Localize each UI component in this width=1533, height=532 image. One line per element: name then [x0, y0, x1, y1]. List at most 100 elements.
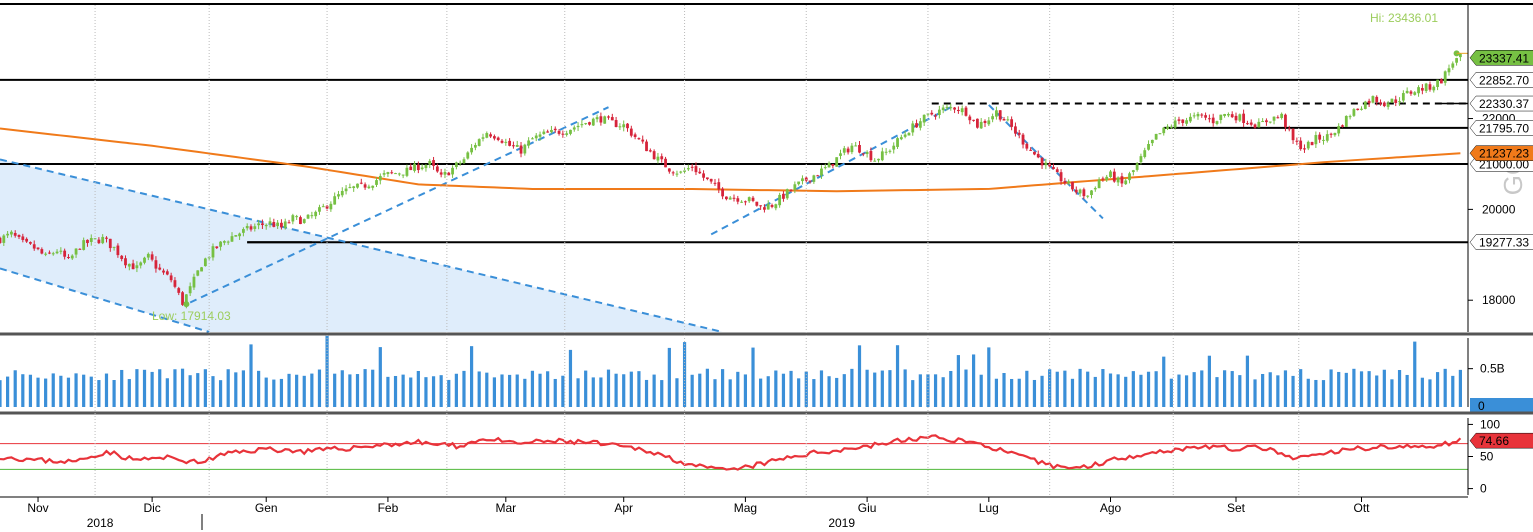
candle-body	[1428, 84, 1432, 90]
volume-bar	[675, 378, 679, 407]
candle-body	[1002, 119, 1006, 121]
volume-bar	[158, 369, 162, 407]
volume-bar	[1223, 370, 1227, 407]
volume-bar	[279, 378, 284, 407]
volume-tick-label: 0.5B	[1480, 362, 1505, 376]
volume-bar	[1283, 370, 1288, 407]
candle-body	[13, 232, 17, 236]
candle-body	[538, 134, 542, 137]
volume-bar	[1451, 375, 1455, 407]
candle-body	[820, 168, 823, 176]
volume-bar	[964, 369, 968, 407]
candle-body	[785, 189, 789, 199]
level-3-label: 21000.00	[1479, 157, 1529, 171]
candle-body	[150, 254, 154, 260]
candle-body	[1341, 125, 1344, 127]
volume-bar	[1093, 376, 1097, 407]
candle-body	[116, 245, 120, 256]
candle-body	[671, 172, 675, 174]
month-label: Dic	[143, 501, 160, 515]
volume-bar	[59, 375, 63, 407]
candle-body	[1295, 140, 1299, 142]
candle-body	[1227, 114, 1230, 116]
candle-body	[1246, 123, 1249, 125]
candle-body	[782, 193, 785, 199]
volume-bar	[13, 370, 17, 407]
volume-bar	[82, 374, 86, 407]
volume-bar	[302, 375, 306, 407]
candle-body	[915, 123, 918, 128]
candle-body	[477, 139, 481, 146]
candle-body	[1105, 176, 1109, 181]
rsi-line	[0, 434, 1462, 471]
candle-body	[1417, 87, 1420, 94]
volume-bar	[568, 349, 573, 407]
volume-bar	[530, 370, 535, 407]
volume-bar	[340, 370, 344, 407]
volume-bar	[1101, 369, 1105, 407]
candle-body	[960, 108, 964, 113]
candle-body	[143, 257, 146, 263]
last-price-label: 23337.41	[1479, 51, 1529, 65]
candle-body	[325, 205, 329, 209]
low-annotation: Low: 17914.03	[152, 309, 231, 323]
candle-body	[1287, 128, 1291, 130]
candle-body	[340, 190, 344, 196]
volume-bar	[591, 377, 595, 407]
candle-body	[375, 180, 378, 185]
candle-body	[542, 131, 546, 134]
candle-body	[1082, 189, 1086, 197]
candle-body	[86, 239, 89, 244]
candle-body	[169, 275, 173, 281]
volume-bar	[1352, 368, 1356, 407]
candle-body	[219, 241, 222, 247]
candle-body	[1010, 119, 1014, 127]
candle-body	[493, 136, 496, 139]
volume-bar	[1291, 375, 1295, 407]
month-label: Gen	[255, 501, 278, 515]
candle-body	[1014, 126, 1017, 134]
volume-bar	[386, 376, 390, 407]
volume-bar	[1055, 371, 1059, 407]
volume-bar	[1299, 369, 1303, 407]
candle-body	[1052, 167, 1055, 170]
volume-bar	[1200, 370, 1204, 407]
trendline-3	[0, 158, 723, 333]
volume-bar	[1344, 372, 1348, 407]
volume-bar	[523, 378, 527, 407]
volume-bar	[644, 379, 649, 407]
candle-body	[880, 151, 884, 161]
month-label: Apr	[614, 501, 633, 515]
candle-body	[17, 234, 21, 237]
volume-bar	[180, 368, 185, 407]
volume-bar	[226, 369, 230, 407]
candle-body	[512, 145, 515, 147]
candle-body	[1322, 139, 1325, 141]
candle-body	[968, 116, 972, 121]
volume-bar	[1070, 378, 1075, 407]
candle-body	[363, 184, 367, 188]
trendline-4	[0, 267, 210, 333]
candle-body	[272, 222, 276, 227]
candle-body	[101, 236, 105, 244]
candle-body	[261, 223, 264, 226]
candle-body	[348, 187, 352, 189]
volume-bar	[614, 373, 618, 407]
candle-body	[1093, 188, 1097, 190]
candle-body	[188, 286, 192, 294]
month-label: Nov	[27, 501, 48, 515]
candle-body	[899, 137, 903, 140]
volume-bar	[606, 369, 611, 407]
candle-body	[249, 226, 253, 230]
volume-bar	[1010, 378, 1014, 407]
candle-body	[607, 116, 610, 118]
volume-bar	[218, 380, 223, 407]
volume-bar	[850, 368, 854, 407]
candle-body	[10, 231, 13, 235]
candle-body	[310, 215, 314, 217]
candle-body	[1314, 135, 1318, 145]
candle-body	[1021, 134, 1025, 145]
candle-body	[458, 162, 462, 164]
candle-body	[496, 137, 500, 140]
